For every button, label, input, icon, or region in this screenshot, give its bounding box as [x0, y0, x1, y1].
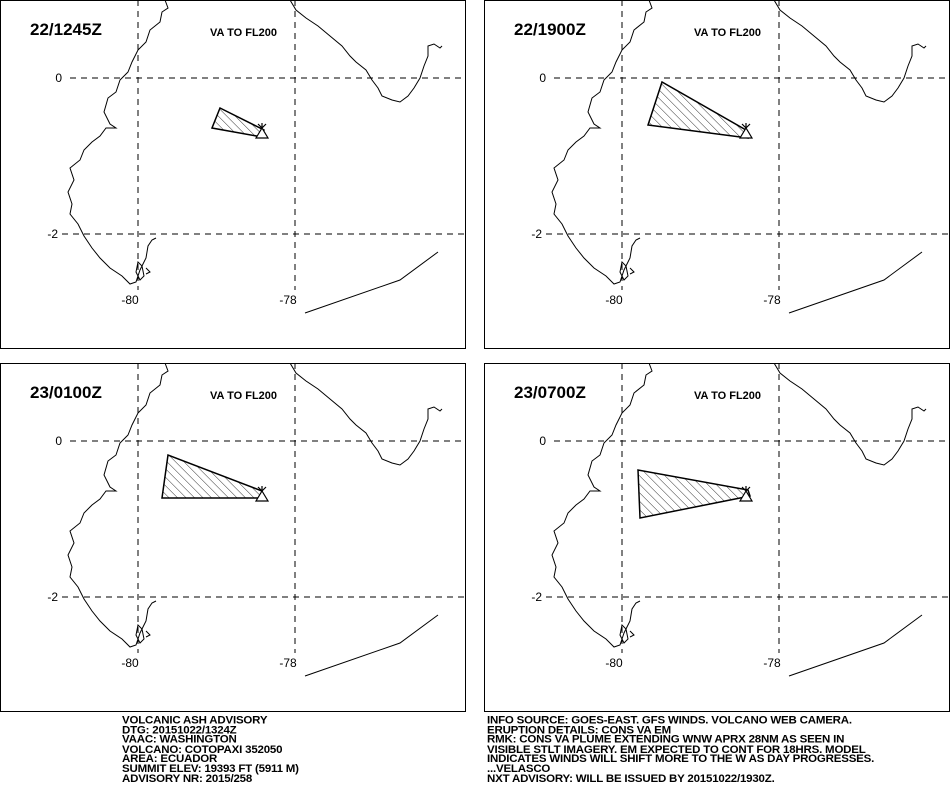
lon-label: -80	[605, 293, 623, 307]
map-panel: 22/1245Z VA TO FL200 0 -2 -80 -78	[0, 0, 466, 349]
coastline	[289, 0, 443, 103]
map-panel: 23/0700Z VA TO FL200 0 -2 -80 -78	[484, 363, 950, 712]
coastline	[289, 363, 443, 466]
advisory-line: RMK: CONS VA PLUME EXTENDING WNW APRX 28…	[487, 734, 845, 746]
advisory-line: INFO SOURCE: GOES-EAST. GFS WINDS. VOLCA…	[487, 715, 852, 727]
advisory-line: ERUPTION DETAILS: CONS VA EM	[487, 724, 671, 736]
volcano-symbol	[254, 486, 270, 502]
volcano-symbol	[738, 486, 754, 502]
lat-label: 0	[55, 71, 62, 85]
advisory-right: INFO SOURCE: GOES-EAST. GFS WINDS. VOLCA…	[487, 715, 875, 785]
advisory-line: VISIBLE STLT IMAGERY. EM EXPECTED TO CON…	[487, 744, 866, 756]
lon-label: -80	[605, 656, 623, 670]
valid-time: 23/0100Z	[30, 383, 102, 402]
lat-label: 0	[539, 71, 546, 85]
lat-label: 0	[55, 434, 62, 448]
coastline	[67, 363, 169, 648]
volcano-symbol	[738, 123, 754, 139]
advisory-left: VOLCANIC ASH ADVISORY DTG: 20151022/1324Z…	[122, 715, 299, 785]
coastline	[135, 623, 151, 644]
lat-label: -2	[531, 227, 542, 241]
ash-area	[210, 106, 265, 138]
lon-label: -80	[121, 656, 139, 670]
advisory-line: INDICATES WINDS WILL SHIFT MORE TO THE W…	[487, 754, 875, 766]
frame	[0, 0, 466, 349]
coastline	[773, 363, 927, 466]
lon-label: -78	[279, 656, 297, 670]
lon-label: -78	[763, 656, 781, 670]
coastline	[304, 614, 439, 677]
ash-area	[161, 453, 263, 499]
map-panel: 22/1900Z VA TO FL200 0 -2 -80 -78	[484, 0, 950, 349]
valid-time: 23/0700Z	[514, 383, 586, 402]
coastline	[619, 623, 635, 644]
frame	[0, 363, 466, 712]
coastline	[304, 251, 439, 314]
lat-label: -2	[531, 590, 542, 604]
coastline	[773, 0, 927, 103]
coastline	[788, 614, 923, 677]
coastline	[788, 251, 923, 314]
advisory-line: ...VELASCO	[487, 763, 551, 775]
flight-level: VA TO FL200	[694, 390, 761, 402]
advisory-line: SUMMIT ELEV: 19393 FT (5911 M)	[122, 763, 299, 775]
lat-label: 0	[539, 434, 546, 448]
advisory-line: NXT ADVISORY: WILL BE ISSUED BY 20151022…	[487, 773, 775, 785]
volcano-symbol	[254, 123, 270, 139]
advisory-line: DTG: 20151022/1324Z	[122, 724, 237, 736]
lon-label: -78	[763, 293, 781, 307]
advisory-line: VOLCANIC ASH ADVISORY	[122, 715, 268, 727]
flight-level: VA TO FL200	[694, 27, 761, 39]
coastline	[551, 0, 653, 285]
coastline	[619, 260, 635, 281]
lat-label: -2	[47, 227, 58, 241]
flight-level: VA TO FL200	[210, 27, 277, 39]
advisory-line: AREA: ECUADOR	[122, 754, 218, 766]
coastline	[135, 260, 151, 281]
map-panel: 23/0100Z VA TO FL200 0 -2 -80 -78	[0, 363, 466, 712]
valid-time: 22/1900Z	[514, 20, 586, 39]
ash-area	[647, 80, 749, 139]
flight-level: VA TO FL200	[210, 390, 277, 402]
coastline	[551, 363, 653, 648]
frame	[484, 363, 950, 712]
lon-label: -78	[279, 293, 297, 307]
ash-area	[637, 469, 751, 519]
lat-label: -2	[47, 590, 58, 604]
frame	[484, 0, 950, 349]
coastline	[67, 0, 169, 285]
advisory-line: VAAC: WASHINGTON	[122, 734, 237, 746]
advisory-line: ADVISORY NR: 2015/258	[122, 773, 253, 785]
lon-label: -80	[121, 293, 139, 307]
advisory-line: VOLCANO: COTOPAXI 352050	[122, 744, 283, 756]
valid-time: 22/1245Z	[30, 20, 102, 39]
